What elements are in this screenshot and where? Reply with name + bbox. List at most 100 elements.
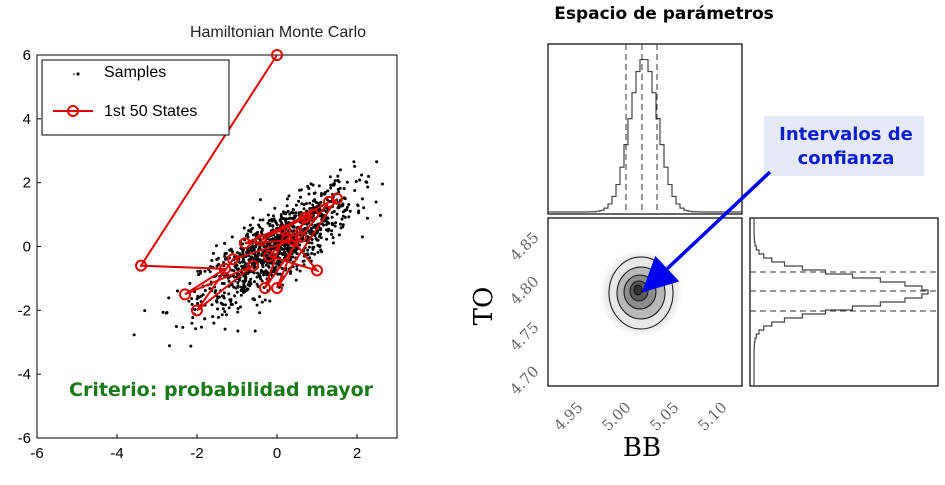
sample-point xyxy=(191,316,195,320)
samples-scatter xyxy=(132,160,384,348)
sample-point xyxy=(215,307,219,311)
sample-point xyxy=(343,209,347,213)
sample-point xyxy=(229,302,233,306)
sample-point xyxy=(315,238,319,242)
sample-point xyxy=(235,251,239,255)
sample-point xyxy=(262,271,266,275)
sample-point xyxy=(333,224,337,228)
sample-point xyxy=(280,266,284,270)
sample-point xyxy=(227,279,231,283)
sample-point xyxy=(283,253,287,257)
sample-point xyxy=(222,296,226,300)
sample-point xyxy=(316,201,320,205)
sample-point xyxy=(290,210,294,214)
sample-point xyxy=(215,258,219,262)
state-marker xyxy=(295,230,307,243)
state-marker xyxy=(259,281,271,294)
sample-point xyxy=(353,164,357,168)
right-hist-frame xyxy=(749,217,939,387)
x-tick-500: 5.00 xyxy=(598,398,634,434)
sample-point xyxy=(330,215,334,219)
sample-point xyxy=(306,248,310,252)
sample-point xyxy=(309,228,313,232)
sample-point xyxy=(251,216,255,220)
sample-point xyxy=(268,299,272,303)
x-tick-label: 0 xyxy=(273,445,281,462)
sample-point xyxy=(356,204,360,208)
sample-point xyxy=(304,202,308,206)
sample-point xyxy=(279,215,283,219)
sample-point xyxy=(221,307,225,311)
sample-point xyxy=(264,263,268,267)
sample-point xyxy=(330,211,334,215)
sample-point xyxy=(181,325,185,329)
sample-point xyxy=(253,245,257,249)
sample-point xyxy=(246,283,250,287)
sample-point xyxy=(329,183,333,187)
sample-point xyxy=(298,269,302,273)
sample-point xyxy=(251,233,255,237)
sample-point xyxy=(199,325,203,329)
annotation-line-1: Intervalos de xyxy=(779,124,913,145)
sample-point xyxy=(311,199,315,203)
sample-point xyxy=(242,282,246,286)
sample-point xyxy=(271,269,275,273)
sample-point xyxy=(329,186,333,190)
sample-point xyxy=(245,287,249,291)
sample-point xyxy=(208,270,212,274)
y-tick-480: 4.80 xyxy=(506,272,542,308)
sample-point xyxy=(247,229,251,233)
sample-point xyxy=(345,205,349,209)
state-marker xyxy=(239,237,251,250)
sample-point xyxy=(262,245,266,249)
sample-point xyxy=(258,311,262,315)
sample-point xyxy=(341,223,345,227)
sample-point xyxy=(249,248,253,252)
sample-point xyxy=(307,187,311,191)
sample-point xyxy=(167,344,171,348)
sample-point xyxy=(258,258,262,262)
legend-samples-dot xyxy=(76,72,80,76)
state-marker xyxy=(271,49,283,61)
sample-point xyxy=(288,212,292,216)
sample-point xyxy=(337,205,341,209)
sample-point xyxy=(217,295,221,299)
sample-point xyxy=(310,237,314,241)
sample-point xyxy=(164,311,168,315)
sample-point xyxy=(236,306,240,310)
sample-point xyxy=(223,303,227,307)
sample-point xyxy=(339,226,343,230)
sample-point xyxy=(253,329,257,333)
x-axis-label: BB xyxy=(623,433,661,463)
sample-point xyxy=(286,209,290,213)
sample-point xyxy=(284,247,288,251)
sample-point xyxy=(239,293,243,297)
sample-point xyxy=(294,278,298,282)
sample-point xyxy=(227,292,231,296)
sample-point xyxy=(331,236,335,240)
sample-point xyxy=(243,277,247,281)
x-tick-label: -6 xyxy=(30,445,43,462)
sample-point xyxy=(220,313,224,317)
sample-point xyxy=(174,325,178,329)
state-marker xyxy=(191,304,203,317)
sample-point xyxy=(188,281,192,285)
sample-point xyxy=(345,180,349,184)
contour-5 xyxy=(633,284,643,296)
sample-point xyxy=(279,213,283,217)
sample-point xyxy=(190,302,194,306)
y-tick-label: -4 xyxy=(18,366,31,383)
sample-point xyxy=(287,194,291,198)
y-axis-label: TO xyxy=(469,287,499,326)
sample-point xyxy=(255,282,259,286)
sample-point xyxy=(358,178,362,182)
sample-point xyxy=(233,294,237,298)
sample-point xyxy=(176,289,180,293)
state-marker xyxy=(331,192,343,205)
sample-point xyxy=(261,265,265,269)
sample-point xyxy=(196,301,200,305)
y-tick-470: 4.70 xyxy=(506,362,542,398)
sample-point xyxy=(331,241,335,245)
sample-point xyxy=(279,251,283,255)
